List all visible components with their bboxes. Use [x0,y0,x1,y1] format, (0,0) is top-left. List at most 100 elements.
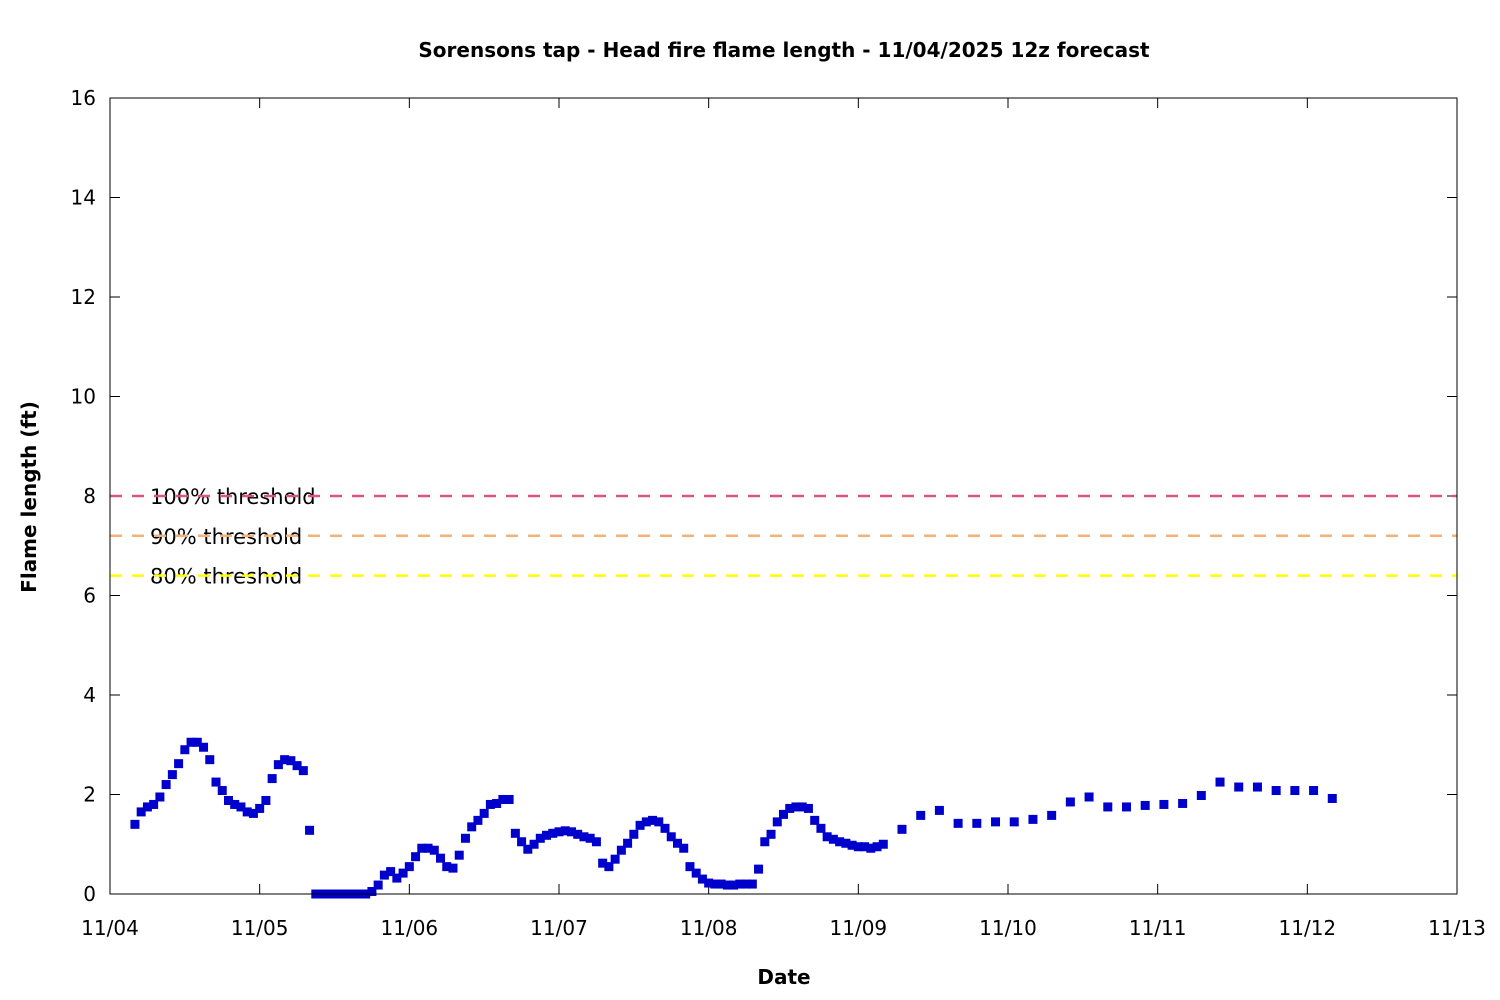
data-point [448,863,458,873]
data-point [167,770,177,780]
data-point [610,854,620,864]
data-point [436,853,446,863]
data-point [223,795,233,805]
data-point [1028,814,1038,824]
data-point [142,802,152,812]
data-point [972,818,982,828]
data-point [305,825,315,835]
data-point [953,818,963,828]
x-tick-label: 11/12 [1279,916,1337,940]
data-point [442,862,452,872]
data-point [517,837,527,847]
data-point [828,834,838,844]
data-point [510,828,520,838]
data-point [766,829,776,839]
data-point [810,815,820,825]
data-point [1327,793,1337,803]
data-point [897,824,907,834]
y-tick-label: 0 [83,882,96,906]
data-point [1215,777,1225,787]
data-point [785,803,795,813]
y-axis-label: Flame length (ft) [17,401,41,593]
data-point [411,852,421,862]
data-point [623,838,633,848]
x-tick-label: 11/08 [680,916,738,940]
data-point [916,810,926,820]
data-point [417,843,427,853]
data-point [710,879,720,889]
data-point [797,802,807,812]
data-point [573,829,583,839]
data-point [835,837,845,847]
y-tick-label: 12 [71,285,96,309]
data-point [255,803,265,813]
data-point [722,880,732,890]
data-point [199,742,209,752]
plot-border [109,97,1458,895]
data-point [423,843,433,853]
data-point [604,862,614,872]
data-point [217,786,227,796]
data-point [1103,802,1113,812]
data-point [878,839,888,849]
data-point [679,843,689,853]
data-point [149,799,159,809]
data-point [566,827,576,837]
x-tick-label: 11/07 [530,916,588,940]
data-point [1252,782,1262,792]
data-point [248,808,258,818]
data-point [779,809,788,819]
data-point [554,827,564,837]
data-point [934,805,944,815]
data-point [735,879,745,889]
data-point [535,833,545,843]
x-tick-label: 11/09 [830,916,888,940]
data-point [367,887,377,897]
data-point [454,850,464,860]
data-point [697,874,707,884]
data-point [492,798,502,808]
data-point [242,807,252,817]
y-tick-label: 6 [83,584,96,608]
data-point [1159,799,1169,809]
y-tick-label: 16 [71,86,96,110]
x-axis-label: Date [757,965,810,989]
data-point [841,838,851,848]
data-point [1140,800,1150,810]
data-point [729,880,739,890]
y-axis-ticks: 0 2 4 6 8 10 12 14 16 [71,86,1457,906]
data-point [479,808,489,818]
data-point [267,774,277,784]
data-point [666,832,676,842]
data-point [816,823,826,833]
data-point [548,828,558,838]
data-point [130,819,140,829]
data-point [273,760,283,770]
data-point [230,799,240,809]
data-point [654,817,664,827]
data-point [629,829,639,839]
data-point [635,820,645,830]
data-point [485,799,495,809]
data-point [1234,782,1244,792]
data-point [286,756,296,766]
data-point [691,868,701,878]
data-point [704,878,714,888]
data-point [853,842,863,852]
chart-title: Sorensons tap - Head fire flame length -… [418,38,1150,62]
data-point [186,737,196,747]
data-point [392,873,402,883]
data-point [386,867,396,877]
data-point [1178,798,1188,808]
y-tick-label: 8 [83,484,96,508]
data-point [1084,792,1094,802]
y-tick-label: 14 [71,186,96,210]
data-points [130,737,1337,899]
data-point [136,807,146,817]
data-point [616,845,626,855]
x-tick-label: 11/11 [1129,916,1187,940]
data-point [174,759,184,769]
data-point [373,880,383,890]
y-tick-label: 4 [83,683,96,707]
